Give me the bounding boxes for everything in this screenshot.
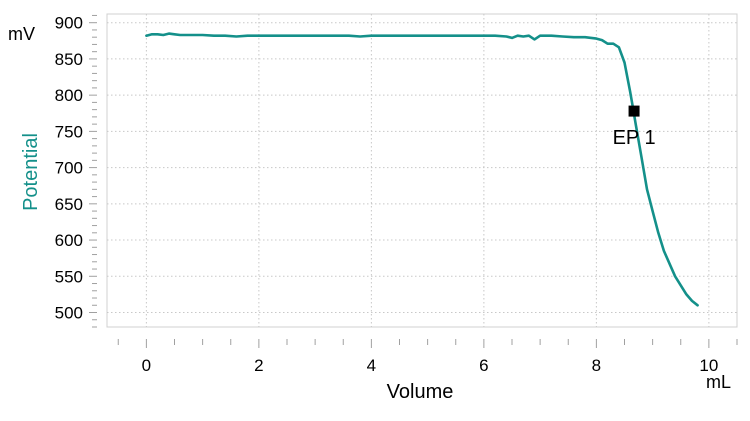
y-tick-label: 800 xyxy=(55,86,83,105)
x-tick-label: 6 xyxy=(479,356,488,375)
y-tick-label: 500 xyxy=(55,304,83,323)
y-tick-label: 650 xyxy=(55,195,83,214)
y-tick-label: 750 xyxy=(55,122,83,141)
y-tick-label: 550 xyxy=(55,267,83,286)
x-tick-label: 2 xyxy=(254,356,263,375)
y-axis-label: Potential xyxy=(20,133,42,211)
x-axis-label: Volume xyxy=(387,381,454,403)
endpoint-marker xyxy=(628,105,640,117)
x-tick-label: 10 xyxy=(699,356,718,375)
endpoint-label: EP 1 xyxy=(613,127,656,149)
axes xyxy=(89,14,738,348)
series-line xyxy=(145,32,699,307)
tick-labels: 500 550 600 650 700 750 800 850 900 0 2 4 6 8 10 xyxy=(55,14,719,375)
plot-area xyxy=(106,13,738,328)
x-tick-label: 8 xyxy=(592,356,601,375)
x-tick-label: 4 xyxy=(367,356,376,375)
x-unit-label: mL xyxy=(706,372,731,392)
y-tick-label: 900 xyxy=(55,14,83,33)
y-unit-label: mV xyxy=(8,24,35,44)
y-tick-label: 700 xyxy=(55,159,83,178)
y-tick-label: 600 xyxy=(55,231,83,250)
x-tick-label: 0 xyxy=(142,356,151,375)
annotations: EP 1 xyxy=(613,105,656,149)
y-tick-label: 850 xyxy=(55,50,83,69)
